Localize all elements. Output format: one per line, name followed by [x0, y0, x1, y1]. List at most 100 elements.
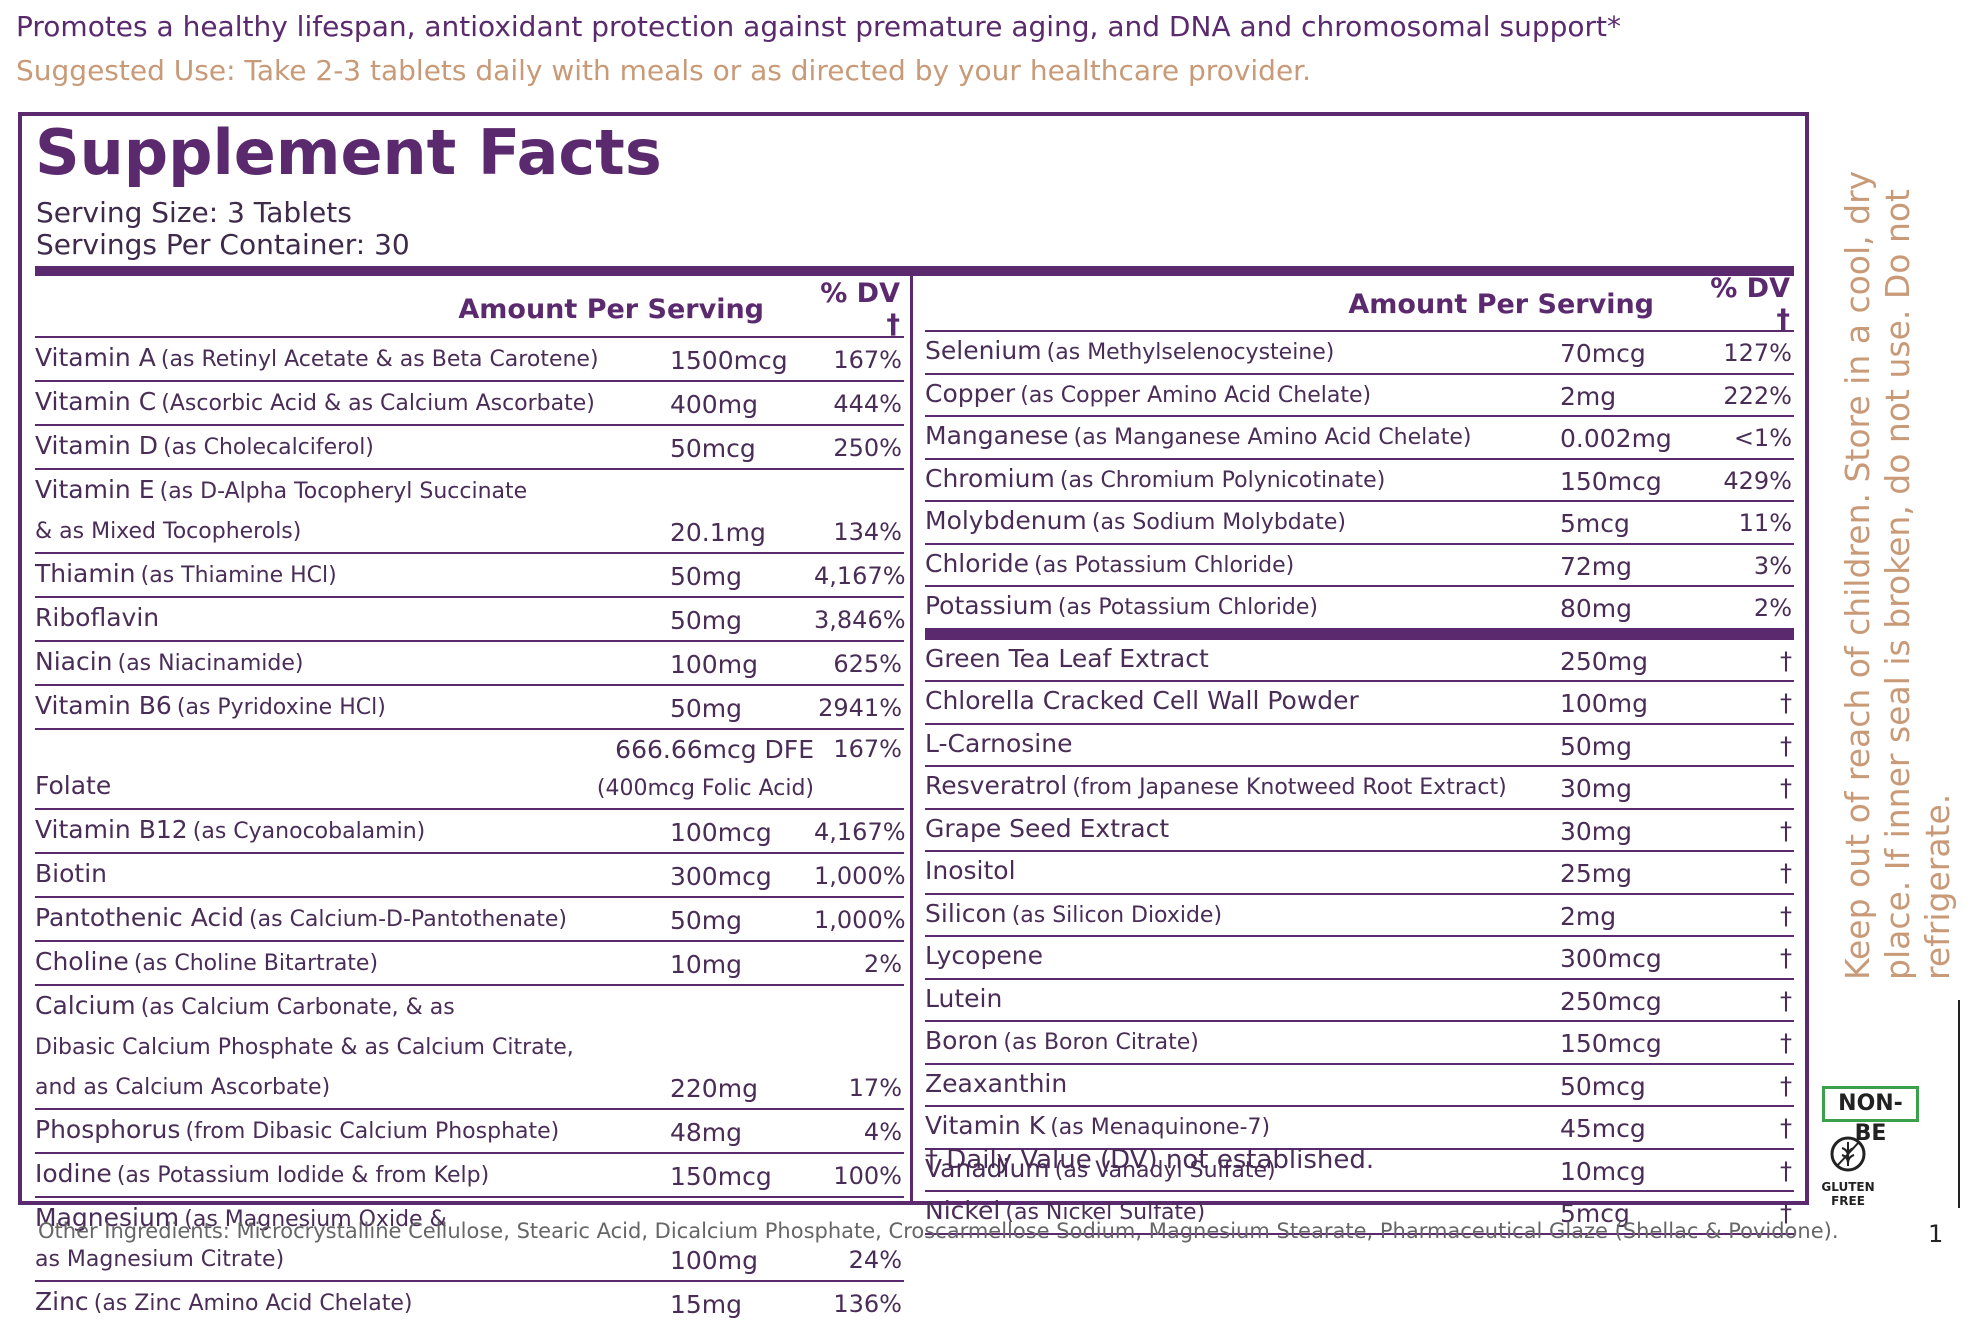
nutrient-name: Vanadium — [925, 1153, 1050, 1183]
nutrient-row: Phosphorus (from Dibasic Calcium Phospha… — [35, 1110, 904, 1154]
nutrient-row: Calcium (as Calcium Carbonate, & as Dibas… — [35, 986, 904, 1110]
dv: † — [1780, 1156, 1792, 1185]
nutrient-detail: (as Calcium Carbonate, & as — [140, 995, 455, 1020]
dv: 2941% — [818, 694, 902, 722]
amount-cell: 100mg — [670, 645, 814, 684]
dv: 2% — [1753, 594, 1792, 622]
nutrient-name-cell: Nickel (as Nickel Sulfate) — [925, 1192, 1560, 1233]
amount: 70mcg — [1560, 339, 1646, 368]
nutrient-detail: (as Niacinamide) — [117, 651, 304, 676]
amount: 150mcg — [1560, 1029, 1662, 1058]
nutrient-row: Zinc (as Zinc Amino Acid Chelate) 15mg 136… — [35, 1282, 904, 1324]
nutrient-detail: (as D-Alpha Tocopheryl Succinate — [159, 479, 528, 504]
nutrient-name: Vitamin B6 — [35, 691, 172, 720]
nutrient-detail: (as Calcium-D-Pantothenate) — [249, 907, 567, 932]
servings-per-container: Servings Per Container: 30 — [36, 228, 410, 261]
dv: 167% — [833, 735, 902, 763]
page: Promotes a healthy lifespan, antioxidant… — [16, 10, 1960, 1319]
amount-note: (400mcg Folic Acid) — [596, 776, 814, 801]
amount-cell: 80mg — [1560, 590, 1704, 628]
nutrient-row: Molybdenum (as Sodium Molybdate) 5mcg 11% — [925, 502, 1794, 545]
nutrient-name-cell: Vitamin K (as Menaquinone-7) — [925, 1107, 1560, 1148]
nutrient-row: Chlorella Cracked Cell Wall Powder 100mg † — [925, 682, 1794, 725]
dv: 3,846% — [814, 606, 906, 634]
nutrient-name: Chlorella Cracked Cell Wall Powder — [925, 686, 1359, 715]
nutrient-detail: (as Magnesium Oxide & — [184, 1207, 447, 1232]
gluten-free-label: GLUTEN FREE — [1821, 1180, 1875, 1208]
dv: 167% — [833, 346, 902, 374]
nutrient-detail: (as Zinc Amino Acid Chelate) — [93, 1291, 413, 1316]
nutrient-name-cell: Thiamin (as Thiamine HCl) — [35, 554, 670, 596]
amount: 30mg — [1560, 816, 1633, 846]
nutrient-row: Selenium (as Methylselenocysteine) 70mcg 1… — [925, 332, 1794, 375]
nutrient-name-cell: Chlorella Cracked Cell Wall Powder — [925, 682, 1560, 723]
nutrient-detail: (as Vanadyl Sulfate) — [1054, 1157, 1276, 1183]
nutrient-detail: (as Choline Bitartrate) — [133, 951, 379, 976]
nutrient-row: Vitamin A (as Retinyl Acetate & as Beta … — [35, 338, 904, 382]
nutrient-name-cell: Iodine (as Potassium Iodide & from Kelp) — [35, 1154, 670, 1196]
nutrient-row: Vitamin D (as Cholecalciferol) 50mcg 250% — [35, 426, 904, 470]
nutrient-row: Vitamin C (Ascorbic Acid & as Calcium As… — [35, 382, 904, 426]
nutrient-name: Inositol — [925, 856, 1016, 885]
nutrient-row: Vitamin B6 (as Pyridoxine HCl) 50mg 2941% — [35, 686, 904, 730]
nutrient-name-cell: Molybdenum (as Sodium Molybdate) — [925, 502, 1560, 543]
nutrient-name-cell: Choline (as Choline Bitartrate) — [35, 942, 670, 984]
dv: 11% — [1738, 509, 1792, 537]
amount: 5mcg — [1560, 509, 1630, 538]
nutrient-row: Chloride (as Potassium Chloride) 72mg 3% — [925, 545, 1794, 587]
dv: † — [1780, 774, 1792, 802]
nutrient-name: Selenium — [925, 336, 1042, 365]
serving-size: Serving Size: 3 Tablets — [36, 196, 352, 229]
nutrient-detail: & as Mixed Tocopherols) — [35, 519, 302, 544]
nutrient-detail: (as Thiamine HCl) — [140, 563, 337, 588]
dv: 134% — [833, 518, 902, 546]
nutrient-name: Riboflavin — [35, 603, 160, 632]
nutrient-detail: (as Silicon Dioxide) — [1011, 902, 1223, 928]
dv: 429% — [1723, 466, 1792, 495]
thick-rule — [35, 266, 1794, 276]
nutrient-detail: (as Menaquinone-7) — [1050, 1115, 1271, 1140]
nutrient-name: Thiamin — [35, 559, 136, 588]
amount: 25mg — [1560, 859, 1633, 888]
nutrient-detail: and as Calcium Ascorbate) — [35, 1075, 331, 1100]
nutrient-row: Riboflavin 50mg 3,846% — [35, 598, 906, 642]
nutrient-name: Zeaxanthin — [925, 1068, 1068, 1098]
nutrient-name: Lutein — [925, 983, 1003, 1013]
nutrient-detail: (as Retinyl Acetate & as Beta Carotene) — [160, 347, 599, 372]
amount: 50mg — [1560, 731, 1633, 761]
nutrient-name: Biotin — [35, 859, 107, 888]
amount-cell: 100mcg — [670, 813, 814, 852]
nutrient-row: Thiamin (as Thiamine HCl) 50mg 4,167% — [35, 554, 906, 598]
amount-cell: 666.66mcg DFE (400mcg Folic Acid) — [510, 730, 814, 808]
amount-cell: 72mg — [1560, 548, 1704, 586]
amount: 50mcg — [670, 434, 756, 463]
nutrient-row: Boron (as Boron Citrate) 150mcg † — [925, 1022, 1794, 1065]
amount-cell: 45mcg — [1560, 1110, 1704, 1148]
amount: 15mg — [670, 1290, 743, 1319]
nutrient-name-cell: Zinc (as Zinc Amino Acid Chelate) — [35, 1282, 670, 1324]
nutrient-name-cell: Copper (as Copper Amino Acid Chelate) — [925, 375, 1560, 416]
amount: 50mg — [670, 694, 743, 723]
amount: 45mcg — [1560, 1114, 1646, 1143]
nutrient-name: Vitamin C — [35, 387, 157, 416]
amount-cell: 2mg — [1560, 898, 1704, 936]
page-number: 1 — [1928, 1220, 1944, 1248]
nutrient-name: Calcium — [35, 991, 136, 1020]
suggested-use: Suggested Use: Take 2-3 tablets daily wi… — [16, 54, 1312, 87]
nutrient-row: Vanadium (as Vanadyl Sulfate) 10mcg † — [925, 1150, 1794, 1192]
nutrient-name-cell: Phosphorus (from Dibasic Calcium Phospha… — [35, 1110, 670, 1152]
amount: 2mg — [1560, 901, 1617, 931]
amount: 300mcg — [670, 862, 772, 891]
nutrient-name-cell: Lutein — [925, 980, 1560, 1021]
amount-cell: 1500mcg — [670, 341, 814, 380]
dv: † — [1780, 1029, 1792, 1057]
amount: 220mg — [670, 1074, 758, 1103]
amount: 250mg — [1560, 646, 1648, 676]
nutrient-row: Vitamin K (as Menaquinone-7) 45mcg † — [925, 1107, 1794, 1150]
dv: 24% — [848, 1246, 902, 1274]
nutrient-name: Grape Seed Extract — [925, 813, 1170, 843]
nutrient-name-cell: Biotin — [35, 854, 670, 896]
dv: † — [1780, 1199, 1792, 1227]
amount: 20.1mg — [670, 518, 766, 547]
nutrient-detail: Dibasic Calcium Phosphate & as Calcium C… — [35, 1035, 574, 1060]
